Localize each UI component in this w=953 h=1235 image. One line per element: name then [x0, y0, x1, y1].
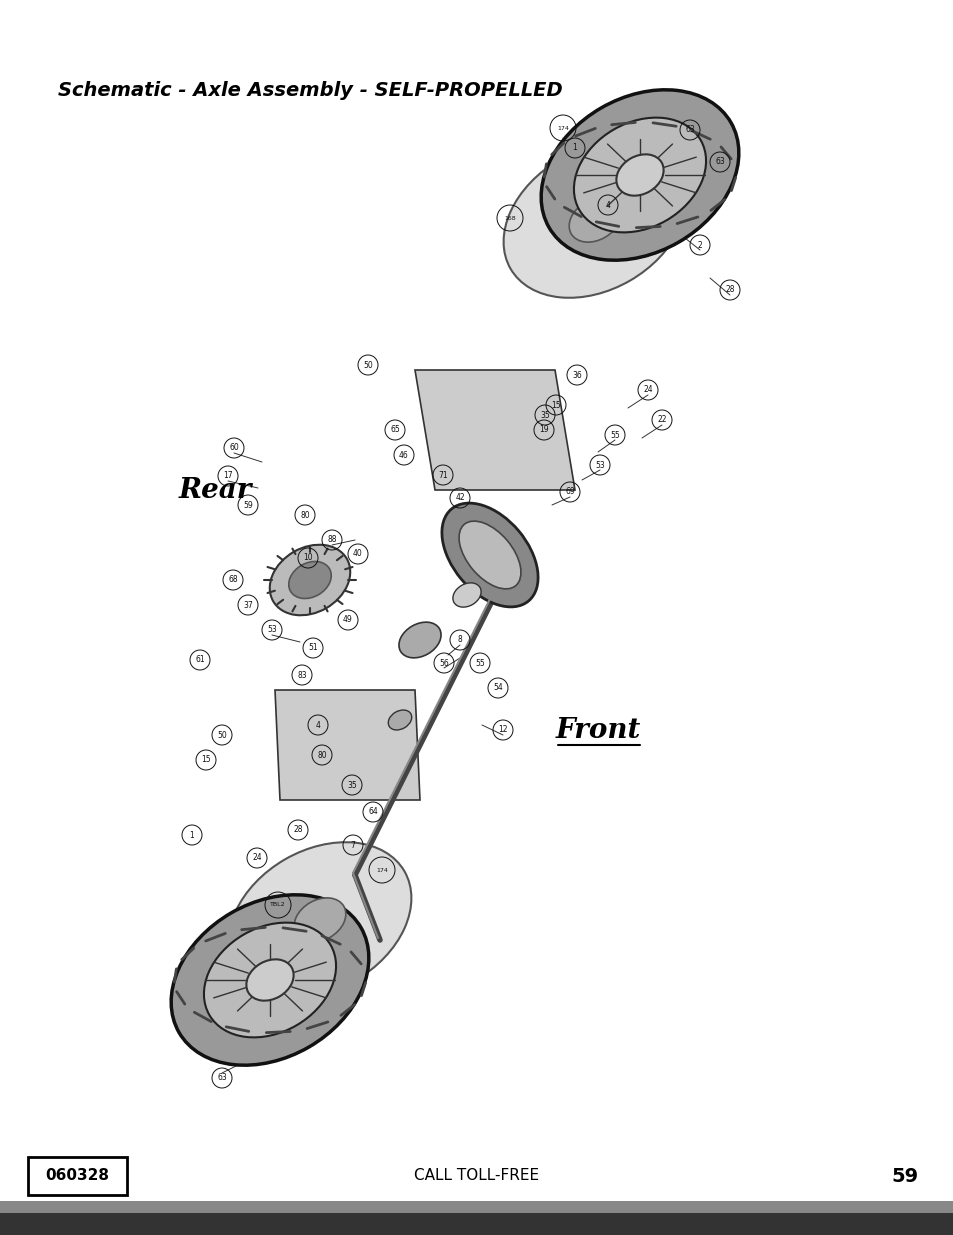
Text: 12: 12 [497, 725, 507, 735]
Text: 15: 15 [201, 756, 211, 764]
Text: 46: 46 [398, 451, 409, 459]
Text: 68: 68 [228, 576, 237, 584]
Text: 59: 59 [243, 500, 253, 510]
Text: 1: 1 [572, 143, 577, 152]
Text: 49: 49 [343, 615, 353, 625]
Text: 24: 24 [642, 385, 652, 394]
Text: 54: 54 [493, 683, 502, 693]
Text: 71: 71 [437, 471, 447, 479]
Ellipse shape [616, 154, 663, 195]
Ellipse shape [229, 842, 411, 998]
Text: 50: 50 [217, 730, 227, 740]
Text: 56: 56 [438, 658, 449, 667]
Polygon shape [415, 370, 575, 490]
Ellipse shape [453, 583, 480, 608]
Text: 88: 88 [327, 536, 336, 545]
Text: 8: 8 [457, 636, 462, 645]
Text: 060328: 060328 [45, 1168, 109, 1183]
Text: 61: 61 [195, 656, 205, 664]
Ellipse shape [503, 142, 686, 298]
Text: CALL TOLL-FREE: CALL TOLL-FREE [414, 1168, 539, 1183]
Text: 80: 80 [300, 510, 310, 520]
Text: 63: 63 [217, 1073, 227, 1083]
Text: 10: 10 [303, 553, 313, 562]
Text: 4: 4 [605, 200, 610, 210]
FancyBboxPatch shape [0, 1200, 953, 1213]
Ellipse shape [204, 923, 335, 1037]
Text: 60: 60 [229, 443, 238, 452]
Text: 59: 59 [890, 1167, 918, 1186]
Text: 42: 42 [455, 494, 464, 503]
Ellipse shape [246, 960, 294, 1000]
Text: 22: 22 [657, 415, 666, 425]
Text: Front: Front [555, 716, 640, 743]
Text: 51: 51 [308, 643, 317, 652]
Text: 83: 83 [297, 671, 307, 679]
Text: 53: 53 [267, 625, 276, 635]
Ellipse shape [441, 503, 537, 606]
Text: TBL2: TBL2 [270, 903, 286, 908]
FancyBboxPatch shape [0, 1151, 953, 1200]
Text: 63: 63 [715, 158, 724, 167]
Text: 168: 168 [503, 215, 516, 221]
Ellipse shape [398, 622, 440, 658]
Ellipse shape [540, 90, 738, 261]
Text: 50: 50 [363, 361, 373, 369]
Text: 37: 37 [243, 600, 253, 610]
FancyBboxPatch shape [0, 1213, 953, 1235]
Ellipse shape [289, 562, 331, 599]
FancyBboxPatch shape [28, 1157, 127, 1195]
Text: 35: 35 [539, 410, 549, 420]
Text: 1: 1 [190, 830, 194, 840]
Ellipse shape [270, 545, 350, 615]
Text: 28: 28 [293, 825, 302, 835]
Text: 55: 55 [475, 658, 484, 667]
Text: 2: 2 [697, 241, 701, 249]
Text: 64: 64 [368, 808, 377, 816]
Ellipse shape [294, 898, 346, 942]
Text: 19: 19 [538, 426, 548, 435]
Text: 17: 17 [223, 472, 233, 480]
Text: 35: 35 [347, 781, 356, 789]
Ellipse shape [574, 117, 705, 232]
Text: 63: 63 [684, 126, 694, 135]
Text: 174: 174 [557, 126, 568, 131]
Text: 53: 53 [595, 461, 604, 469]
Text: 4: 4 [315, 720, 320, 730]
Text: 7: 7 [350, 841, 355, 850]
Text: 55: 55 [610, 431, 619, 440]
Text: Schematic - Axle Assembly - SELF-PROPELLED: Schematic - Axle Assembly - SELF-PROPELL… [58, 80, 562, 100]
Text: 174: 174 [375, 867, 388, 872]
Ellipse shape [458, 521, 520, 589]
Text: 80: 80 [316, 751, 327, 760]
Text: Rear: Rear [178, 477, 252, 504]
Text: 40: 40 [353, 550, 362, 558]
Text: 36: 36 [572, 370, 581, 379]
Ellipse shape [171, 895, 369, 1066]
Ellipse shape [388, 710, 412, 730]
Text: 69: 69 [564, 488, 575, 496]
Polygon shape [274, 690, 419, 800]
Text: 65: 65 [390, 426, 399, 435]
Text: 24: 24 [252, 853, 261, 862]
Text: 15: 15 [551, 400, 560, 410]
Ellipse shape [569, 198, 620, 242]
Text: 28: 28 [724, 285, 734, 294]
